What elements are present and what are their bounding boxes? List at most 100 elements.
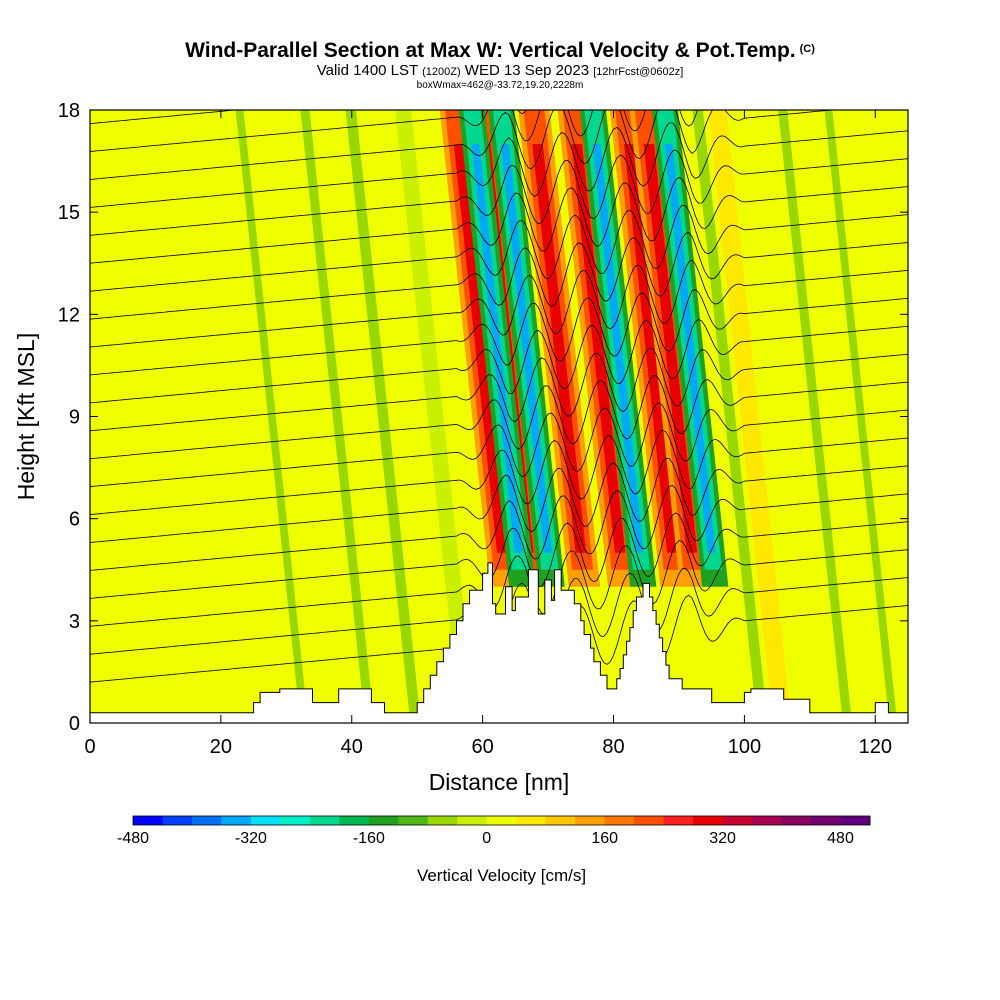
downdraft-peak-3 (664, 144, 716, 553)
chart-title-text: Wind-Parallel Section at Max W: Vertical… (185, 39, 796, 62)
theta-contour-17 (90, 122, 908, 208)
x-axis: 0 20 40 60 80 100 120 (84, 110, 892, 758)
weak-band-1 (300, 110, 375, 723)
theta-contour-3 (90, 512, 908, 599)
x-tick-label-20: 20 (210, 736, 232, 758)
weak-updraft-right (708, 110, 792, 723)
colorbar-swatch-14 (545, 816, 576, 825)
downdraft-peak-1 (500, 144, 553, 553)
valid-time: Valid 1400 LST (1200Z) WED 13 Sep 2023 [… (0, 63, 1000, 80)
weak-band-0 (235, 110, 309, 723)
y-axis-label: Height [Kft MSL] (13, 333, 39, 500)
theta-contour-7 (90, 402, 908, 488)
colorbar-label-320: 320 (709, 830, 736, 847)
x-tick-label-120: 120 (859, 736, 892, 758)
updraft-peak-2 (532, 144, 587, 553)
weak-band-2 (345, 110, 421, 723)
x-tick-label-80: 80 (602, 736, 624, 758)
updraft-peak-5 (643, 144, 698, 553)
colorbar-label-0: 0 (482, 830, 491, 847)
colorbar-swatch-12 (486, 816, 517, 825)
y-tick-label-6: 6 (69, 509, 80, 531)
theta-contour-2 (90, 540, 908, 627)
updraft-peak-3 (571, 144, 626, 553)
weak-band-3 (692, 110, 768, 723)
theta-contour-5 (90, 457, 908, 543)
y-axis: 0 3 6 9 12 15 18 (58, 100, 908, 735)
valid-zulu: (1200Z) (422, 66, 461, 78)
y-tick-label-9: 9 (69, 407, 80, 429)
theta-contour-18 (90, 110, 837, 180)
box-wmax-info: boxWmax=462@-33.72,19.20,2228m (416, 80, 584, 91)
weak-band-5 (824, 110, 898, 723)
colorbar: -480 -320 -160 0 160 320 480 (117, 815, 871, 847)
colorbar-swatch-21 (752, 816, 783, 825)
theta-contour-15 (90, 176, 908, 264)
chart-title: Wind-Parallel Section at Max W: Vertical… (0, 38, 1000, 62)
downdraft-peak-2 (592, 144, 644, 553)
colorbar-swatch-13 (516, 816, 547, 825)
colorbar-swatch-2 (191, 816, 222, 825)
theta-contour-12 (90, 259, 908, 348)
colorbar-swatch-0 (133, 816, 163, 825)
valid-prefix: Valid 1400 LST (316, 62, 418, 79)
potential-temperature-contours (90, 110, 908, 683)
theta-contour-11 (90, 289, 908, 376)
colorbar-swatch-9 (398, 816, 429, 825)
theta-contour-10 (90, 319, 908, 404)
y-tick-label-18: 18 (58, 100, 80, 122)
y-tick-label-3: 3 (69, 611, 80, 633)
colorbar-swatch-19 (693, 816, 724, 825)
y-tick-label-12: 12 (58, 304, 80, 326)
colorbar-swatch-3 (221, 816, 252, 825)
theta-contour-13 (90, 232, 908, 320)
x-tick-label-0: 0 (84, 736, 95, 758)
theta-contour-6 (90, 429, 908, 515)
valid-date: WED 13 Sep 2023 (464, 62, 590, 79)
colorbar-frame (132, 815, 871, 826)
forecast-info: [12hrFcst@0602z] (593, 66, 684, 78)
theta-contour-19 (90, 110, 698, 152)
plot-area (90, 110, 908, 723)
copyright-mark: (C) (799, 43, 815, 55)
theta-contour-4 (90, 485, 908, 571)
x-tick-label-100: 100 (728, 736, 761, 758)
chart-title-block: Wind-Parallel Section at Max W: Vertical… (0, 38, 1000, 92)
colorbar-swatch-15 (575, 816, 606, 825)
colorbar-label--480: -480 (117, 830, 149, 847)
colorbar-swatch-10 (427, 816, 458, 825)
theta-contour-20 (90, 110, 527, 124)
theta-contour-9 (90, 347, 908, 432)
colorbar-swatch-7 (339, 816, 370, 825)
weak-band-4 (778, 110, 853, 723)
colorbar-swatch-8 (368, 816, 399, 825)
colorbar-swatch-20 (722, 816, 753, 825)
colorbar-swatch-1 (162, 816, 193, 825)
colorbar-title: Vertical Velocity [cm/s] (417, 866, 586, 885)
colorbar-swatch-5 (280, 816, 311, 825)
x-tick-label-40: 40 (341, 736, 363, 758)
colorbar-swatch-24 (840, 816, 871, 825)
colorbar-label-480: 480 (827, 830, 854, 847)
y-tick-label-15: 15 (58, 202, 80, 224)
colorbar-label--160: -160 (353, 830, 385, 847)
colorbar-swatch-4 (250, 816, 281, 825)
colorbar-swatch-6 (309, 816, 340, 825)
colorbar-swatch-18 (663, 816, 694, 825)
updraft-peak-0 (453, 144, 508, 553)
terrain-mask (90, 562, 908, 723)
colorbar-swatch-22 (781, 816, 812, 825)
colorbar-swatch-23 (811, 816, 842, 825)
colorbar-label-160: 160 (591, 830, 618, 847)
theta-contour-8 (90, 375, 908, 460)
x-axis-label: Distance [nm] (429, 769, 570, 795)
colorbar-label--320: -320 (235, 830, 267, 847)
colorbar-swatch-16 (604, 816, 635, 825)
theta-contour-16 (90, 149, 908, 236)
weak-band-lime (395, 110, 476, 723)
colorbar-swatch-17 (634, 816, 665, 825)
colorbar-swatch-11 (457, 816, 488, 825)
y-tick-label-0: 0 (69, 713, 80, 735)
x-tick-label-60: 60 (472, 736, 494, 758)
